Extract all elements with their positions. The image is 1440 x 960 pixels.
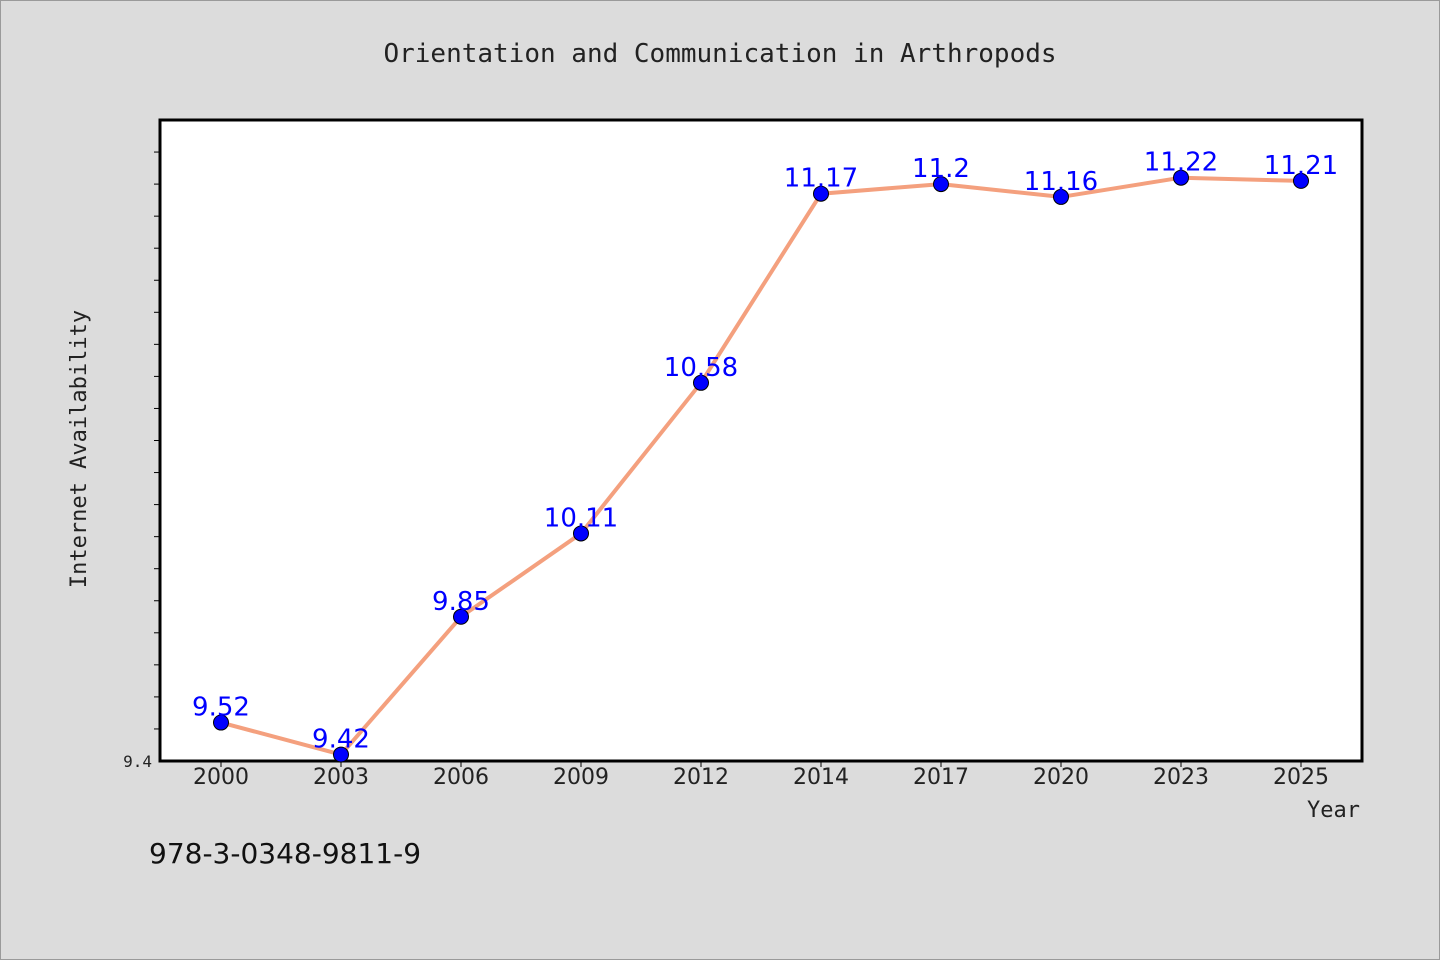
- x-tick-label: 2012: [673, 765, 729, 790]
- data-label: 11.17: [784, 164, 858, 194]
- data-point: [453, 608, 469, 625]
- data-label: 9.85: [432, 587, 490, 617]
- data-labels: 9.52 9.42 9.85 10.11 10.58 11.17 11.2 11.16 11.2…: [192, 148, 1338, 755]
- data-point: [933, 176, 949, 193]
- data-label: 10.58: [664, 353, 738, 383]
- isbn-text: 978-3-0348-9811-9: [149, 837, 421, 870]
- plot-area: [158, 118, 1364, 763]
- x-tick-label: 2023: [1153, 765, 1209, 790]
- data-label: 11.2: [912, 154, 970, 184]
- data-label: 11.21: [1264, 151, 1338, 181]
- series-line: [220, 175, 1302, 757]
- data-label: 10.11: [544, 503, 618, 533]
- x-axis-label: Year: [1307, 798, 1360, 823]
- data-label: 11.22: [1144, 148, 1218, 178]
- data-markers: [213, 169, 1309, 763]
- data-point: [1293, 172, 1309, 189]
- data-point: [573, 525, 589, 542]
- x-tick-label: 2003: [313, 765, 369, 790]
- chart-title: Orientation and Communication in Arthrop…: [383, 39, 1056, 69]
- x-axis-ticks: 2000 2003 2006 2009 2012 2014 2017 2020 2023 2025: [193, 761, 1329, 790]
- series-line-group: [220, 175, 1302, 757]
- data-point: [693, 374, 709, 391]
- x-tick-label: 2014: [793, 765, 849, 790]
- x-tick-label: 2006: [433, 765, 489, 790]
- y-tick-label: 9.4: [123, 752, 152, 771]
- data-point: [213, 714, 229, 731]
- y-axis-ticks: [154, 151, 160, 730]
- data-label: 9.42: [312, 725, 370, 755]
- data-label: 11.16: [1024, 167, 1098, 197]
- x-tick-label: 2000: [193, 765, 249, 790]
- data-point: [1053, 188, 1069, 205]
- data-point: [1173, 169, 1189, 186]
- data-point: [813, 185, 829, 202]
- x-tick-label: 2020: [1033, 765, 1089, 790]
- data-label: 9.52: [192, 693, 250, 723]
- x-tick-label: 2009: [553, 765, 609, 790]
- data-point: [333, 746, 349, 763]
- x-tick-label: 2025: [1273, 765, 1329, 790]
- x-tick-label: 2017: [913, 765, 969, 790]
- y-axis-label: Internet Availability: [67, 310, 92, 588]
